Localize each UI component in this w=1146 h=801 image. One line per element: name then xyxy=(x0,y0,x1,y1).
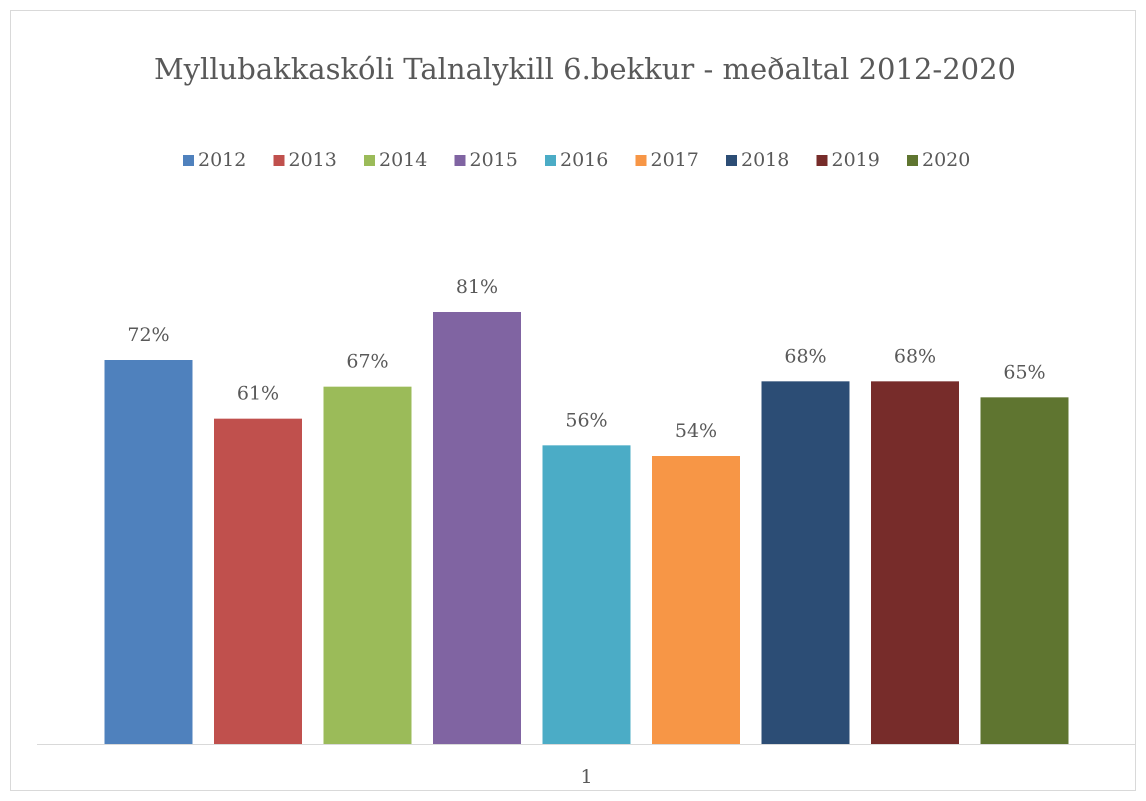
legend-swatch xyxy=(635,155,647,166)
legend-swatch xyxy=(545,155,556,166)
legend-label: 2017 xyxy=(651,149,699,171)
legend-swatch xyxy=(454,155,466,166)
legend-swatch xyxy=(364,155,375,166)
data-label: 65% xyxy=(1003,361,1045,383)
legend-label: 2015 xyxy=(470,149,518,171)
bar xyxy=(542,445,631,744)
data-label: 68% xyxy=(784,345,826,367)
bar xyxy=(871,381,959,744)
legend-label: 2013 xyxy=(289,149,337,171)
chart-title: Myllubakkaskóli Talnalykill 6.bekkur - m… xyxy=(153,52,1016,86)
bar xyxy=(104,360,193,744)
legend-label: 2014 xyxy=(379,149,427,171)
x-tick-label: 1 xyxy=(580,766,592,788)
data-label: 68% xyxy=(894,345,936,367)
legend-label: 2012 xyxy=(198,149,246,171)
bar xyxy=(433,312,521,744)
bar xyxy=(323,386,412,744)
data-label: 72% xyxy=(127,324,169,346)
bar xyxy=(980,397,1069,744)
bar xyxy=(214,418,302,744)
data-label: 61% xyxy=(237,383,279,405)
legend-swatch xyxy=(907,155,918,166)
legend-swatch xyxy=(726,155,737,166)
data-label: 54% xyxy=(675,420,717,442)
legend-swatch xyxy=(816,155,828,166)
legend-label: 2019 xyxy=(832,149,880,171)
legend-swatch xyxy=(183,155,194,166)
data-label: 56% xyxy=(565,409,607,431)
legend-label: 2016 xyxy=(560,149,608,171)
legend-label: 2020 xyxy=(922,149,970,171)
data-label: 67% xyxy=(346,351,388,373)
legend-swatch xyxy=(273,155,285,166)
bar xyxy=(652,456,740,744)
legend-label: 2018 xyxy=(741,149,789,171)
bar xyxy=(761,381,850,744)
data-label: 81% xyxy=(456,276,498,298)
